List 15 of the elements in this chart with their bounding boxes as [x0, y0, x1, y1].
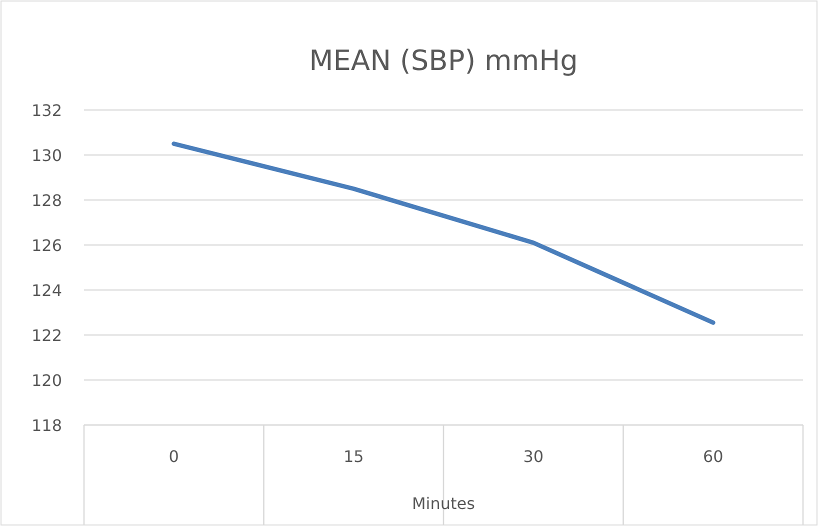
x-tick-label: 60 — [702, 447, 724, 466]
y-tick-label: 128 — [31, 191, 62, 210]
y-tick-label: 132 — [31, 101, 62, 120]
y-tick-label: 124 — [31, 281, 62, 300]
x-tick-label: 15 — [343, 447, 364, 466]
y-tick-label: 126 — [31, 236, 62, 255]
y-tick-label: 122 — [31, 326, 62, 345]
x-tick-label: 0 — [168, 447, 179, 466]
x-tick-label: 30 — [523, 447, 544, 466]
chart-title: MEAN (SBP) mmHg — [309, 44, 578, 77]
y-tick-label: 130 — [31, 146, 62, 165]
y-tick-label: 118 — [31, 416, 62, 435]
y-tick-label: 120 — [31, 371, 62, 390]
line-series — [172, 142, 716, 325]
x-axis-title: Minutes — [412, 494, 475, 513]
